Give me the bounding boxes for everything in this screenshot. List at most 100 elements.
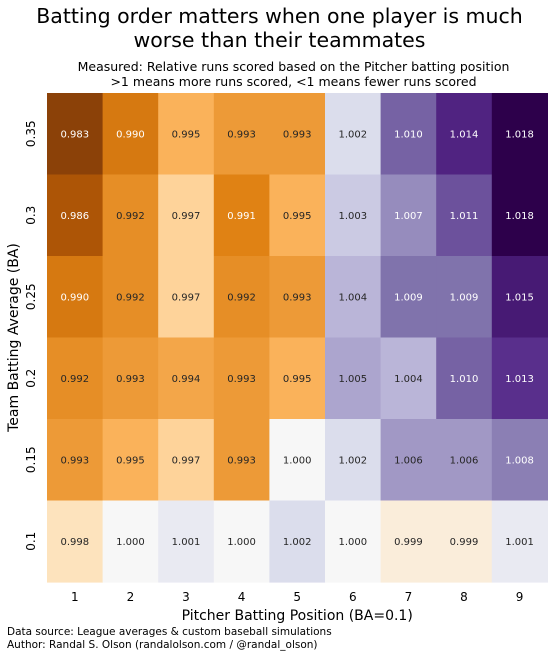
x-tick-label: 6 [349, 590, 357, 604]
heatmap-cell [158, 93, 215, 176]
cell-value-label: 0.990 [116, 129, 145, 140]
cell-value-label: 0.992 [116, 211, 145, 222]
heatmap-cell [325, 256, 382, 339]
cell-value-label: 1.010 [394, 129, 423, 140]
heatmap-cell [325, 93, 382, 176]
y-tick-label: 0.15 [24, 446, 38, 473]
x-tick-label: 4 [238, 590, 246, 604]
cell-value-label: 1.000 [283, 455, 312, 466]
cell-value-label: 0.990 [60, 292, 89, 303]
heatmap-cell [102, 419, 159, 502]
y-tick-label: 0.35 [24, 120, 38, 147]
cell-value-label: 1.003 [338, 211, 367, 222]
cell-value-label: 0.992 [227, 292, 256, 303]
x-tick-label: 8 [460, 590, 468, 604]
heatmap-cell [269, 256, 326, 339]
cell-value-label: 1.018 [505, 129, 534, 140]
chart-title-line-2: worse than their teammates [133, 28, 426, 52]
heatmap-cell [269, 500, 326, 583]
cell-value-label: 1.008 [505, 455, 534, 466]
x-tick-label: 1 [71, 590, 79, 604]
y-tick-label: 0.3 [24, 206, 38, 225]
heatmap-cell [491, 256, 548, 339]
heatmap-cell [47, 174, 104, 257]
heatmap-cell [491, 500, 548, 583]
y-tick-label: 0.1 [24, 532, 38, 551]
cell-value-label: 0.995 [283, 374, 312, 385]
cell-value-label: 0.994 [172, 374, 201, 385]
heatmap-cell [325, 419, 382, 502]
cell-value-label: 0.992 [60, 374, 89, 385]
cell-value-label: 1.006 [450, 455, 479, 466]
cell-value-label: 0.997 [172, 455, 201, 466]
heatmap-cell [102, 256, 159, 339]
x-tick-label: 3 [182, 590, 190, 604]
cell-value-label: 1.002 [338, 455, 367, 466]
cell-value-label: 0.993 [283, 129, 312, 140]
y-axis-label: Team Batting Average (BA) [6, 243, 22, 433]
cell-value-label: 1.004 [338, 292, 367, 303]
heatmap-chart: 0.983 0.990 0.995 0.993 0.993 1.002 1.010 1.014… [6, 93, 548, 624]
x-tick-label: 5 [293, 590, 301, 604]
heatmap-cell [269, 93, 326, 176]
heatmap-cell [158, 500, 215, 583]
heatmap-cell [436, 337, 493, 420]
heatmap-cell [47, 419, 104, 502]
heatmap-cell [47, 256, 104, 339]
cell-value-label: 0.997 [172, 211, 201, 222]
heatmap-cell [491, 337, 548, 420]
cell-value-label: 1.002 [283, 537, 312, 548]
cell-value-label: 1.009 [394, 292, 423, 303]
y-tick-label: 0.25 [24, 283, 38, 310]
heatmap-cell [491, 93, 548, 176]
heatmap-cell [436, 419, 493, 502]
cell-value-label: 0.998 [60, 537, 89, 548]
chart-title-line-1: Batting order matters when one player is… [36, 4, 523, 28]
heatmap-cell [213, 93, 270, 176]
cell-value-label: 1.004 [394, 374, 423, 385]
x-axis-label: Pitcher Batting Position (BA=0.1) [182, 608, 413, 624]
heatmap-cell [436, 93, 493, 176]
chart-subtitle: Measured: Relative runs scored based on … [14, 59, 559, 89]
cell-value-label: 0.993 [60, 455, 89, 466]
y-tick-label: 0.2 [24, 369, 38, 388]
heatmap-cell [102, 500, 159, 583]
heatmap-cell [325, 500, 382, 583]
cell-value-label: 1.010 [450, 374, 479, 385]
cell-value-label: 1.015 [505, 292, 534, 303]
cell-value-label: 0.993 [227, 374, 256, 385]
cell-value-label: 0.999 [450, 537, 479, 548]
heatmap-cell [269, 419, 326, 502]
cell-value-label: 0.991 [227, 211, 256, 222]
cell-value-label: 0.995 [172, 129, 201, 140]
cell-value-label: 0.993 [283, 292, 312, 303]
cell-value-label: 1.011 [450, 211, 479, 222]
heatmap-cell [380, 419, 437, 502]
heatmap-cell [102, 174, 159, 257]
cell-value-label: 1.000 [338, 537, 367, 548]
heatmap-cell [102, 337, 159, 420]
cell-value-label: 1.000 [116, 537, 145, 548]
cell-value-label: 0.992 [116, 292, 145, 303]
heatmap-cell [158, 256, 215, 339]
heatmap-cell [491, 174, 548, 257]
heatmap-cell [213, 337, 270, 420]
heatmap-cell [158, 419, 215, 502]
cell-value-label: 1.002 [338, 129, 367, 140]
footer-author: Author: Randal S. Olson (randalolson.com… [7, 639, 318, 651]
chart-subtitle-line-2: >1 means more runs scored, <1 means fewe… [110, 74, 477, 89]
heatmap-cell [380, 337, 437, 420]
cell-value-label: 0.999 [394, 537, 423, 548]
heatmap-cell [436, 174, 493, 257]
chart-title: Batting order matters when one player is… [0, 4, 559, 52]
x-tick-label: 9 [516, 590, 524, 604]
heatmap-cell [213, 174, 270, 257]
cell-value-label: 0.995 [116, 455, 145, 466]
cell-value-label: 1.014 [450, 129, 479, 140]
heatmap-cell [158, 337, 215, 420]
cell-value-label: 1.007 [394, 211, 423, 222]
heatmap-cell [380, 256, 437, 339]
cell-value-label: 0.993 [116, 374, 145, 385]
heatmap-cell [158, 174, 215, 257]
heatmap-cell [102, 93, 159, 176]
